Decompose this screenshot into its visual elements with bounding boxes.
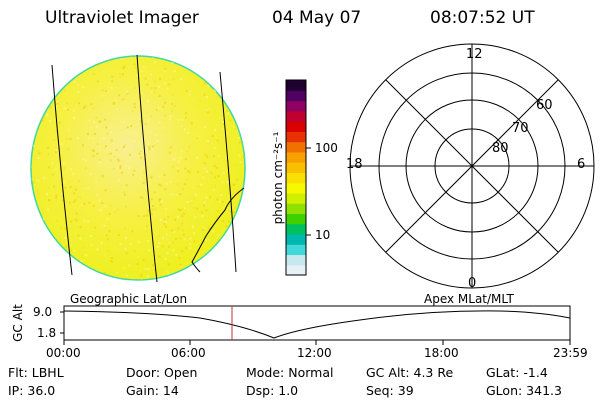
mlat-label-60: 60 <box>536 98 553 113</box>
color-bar-unit: photon cm⁻²s⁻¹ <box>271 131 285 225</box>
xtick-0600: 06:00 <box>171 346 206 360</box>
orbit-timeline <box>60 305 571 345</box>
color-bar-segment <box>286 192 306 204</box>
color-bar-segment <box>286 264 306 276</box>
color-bar-segment <box>286 172 306 184</box>
apex-label: Apex MLat/MLT <box>424 292 514 306</box>
color-bar-segment <box>286 223 306 235</box>
color-bar-segment <box>286 162 306 173</box>
yaxis-title: GC Alt <box>11 304 25 342</box>
mlat-label-80: 80 <box>492 141 509 156</box>
color-bar-frame <box>285 79 307 276</box>
geographic-label: Geographic Lat/Lon <box>70 292 188 306</box>
color-bar <box>286 80 306 276</box>
mode-info: Mode: Normal <box>246 365 334 380</box>
date-label: 04 May 07 <box>272 8 362 28</box>
gc-alt-info: GC Alt: 4.3 Re <box>366 365 454 380</box>
color-bar-segment <box>286 182 306 194</box>
mlt-label-6: 6 <box>577 157 586 172</box>
lon-grid-lines <box>51 54 245 283</box>
dsp-info: Dsp: 1.0 <box>246 383 299 398</box>
ytick-bottom: 1.8 <box>37 326 57 340</box>
xtick-0000: 00:00 <box>46 346 81 360</box>
color-bar-segment <box>286 110 306 122</box>
door-info: Door: Open <box>126 365 198 380</box>
color-bar-segment <box>286 141 306 153</box>
color-bar-segment <box>286 213 306 225</box>
color-bar-label-100: 100 <box>315 141 338 155</box>
gain-info: Gain: 14 <box>126 383 179 398</box>
color-bar-segment <box>286 254 306 266</box>
seq-info: Seq: 39 <box>366 383 414 398</box>
color-bar-label-10: 10 <box>315 228 331 242</box>
glon-info: GLon: 341.3 <box>486 383 562 398</box>
mlt-label-0: 0 <box>468 276 477 291</box>
uv-image-disk <box>30 54 246 283</box>
color-bar-segment <box>286 203 306 215</box>
color-bar-segment <box>286 80 306 91</box>
color-bar-segment <box>286 131 306 143</box>
instrument-title: Ultraviolet Imager <box>45 8 199 28</box>
xtick-1800: 18:00 <box>424 346 459 360</box>
glat-info: GLat: -1.4 <box>486 365 548 380</box>
color-bar-segment <box>286 151 306 163</box>
mlt-label-12: 12 <box>466 47 483 62</box>
color-bar-segment <box>286 100 306 112</box>
mlt-label-18: 18 <box>346 157 363 172</box>
color-bar-segment <box>286 244 306 256</box>
color-bar-segment <box>286 90 306 102</box>
ip-info: IP: 36.0 <box>8 383 56 398</box>
altitude-curve <box>63 310 571 339</box>
filter-info: Flt: LBHL <box>8 365 64 380</box>
color-bar-segment <box>286 233 306 245</box>
timeline-frame <box>63 305 571 341</box>
mlat-label-70: 70 <box>512 121 529 136</box>
time-label: 08:07:52 UT <box>430 8 535 28</box>
xtick-2359: 23:59 <box>553 346 588 360</box>
xtick-1200: 12:00 <box>297 346 332 360</box>
polar-grid <box>349 43 595 289</box>
color-bar-segment <box>286 121 306 132</box>
ytick-top: 9.0 <box>33 305 53 319</box>
